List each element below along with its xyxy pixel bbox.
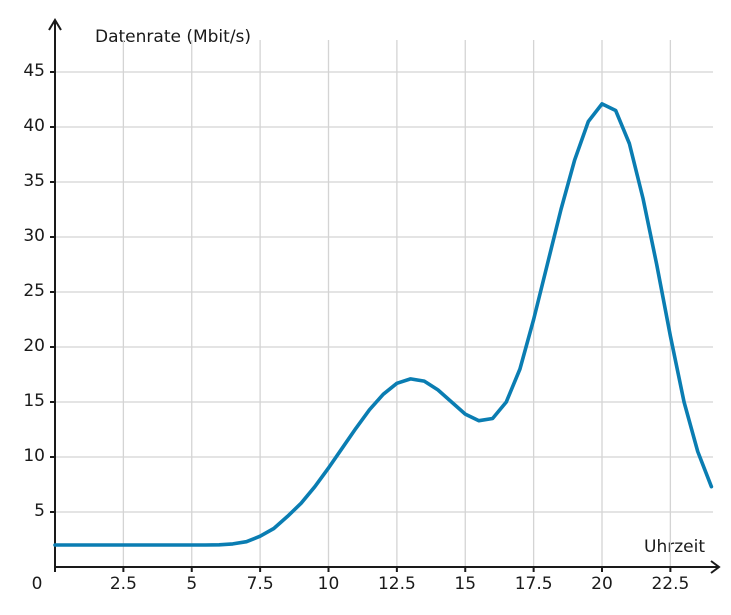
- x-tick-label: 17.5: [515, 574, 553, 594]
- y-tick-label: 40: [23, 116, 45, 136]
- y-tick-label: 20: [23, 336, 45, 356]
- x-tick-label: 20: [591, 574, 613, 594]
- y-axis-label: Datenrate (Mbit/s): [95, 27, 251, 47]
- y-tick-label: 25: [23, 281, 45, 301]
- x-tick-label: 22.5: [651, 574, 689, 594]
- x-axis: [55, 560, 721, 574]
- x-tick-label: 12.5: [378, 574, 416, 594]
- y-tick-label: 5: [34, 501, 45, 521]
- y-tick-label: 30: [23, 226, 45, 246]
- x-tick-label: 10: [318, 574, 340, 594]
- data-line: [53, 102, 714, 547]
- y-tick-label: 45: [23, 61, 45, 81]
- x-tick-label: 15: [454, 574, 476, 594]
- x-tick-label: 5: [186, 574, 197, 594]
- y-tick-label: 15: [23, 391, 45, 411]
- x-axis-label: Uhrzeit: [644, 537, 705, 557]
- y-axis: [48, 18, 62, 567]
- x-tick-label: 0: [32, 574, 43, 594]
- y-tick-label: 10: [23, 446, 45, 466]
- x-tick-label: 2.5: [110, 574, 137, 594]
- x-tick-label: 7.5: [247, 574, 274, 594]
- y-tick-label: 35: [23, 171, 45, 191]
